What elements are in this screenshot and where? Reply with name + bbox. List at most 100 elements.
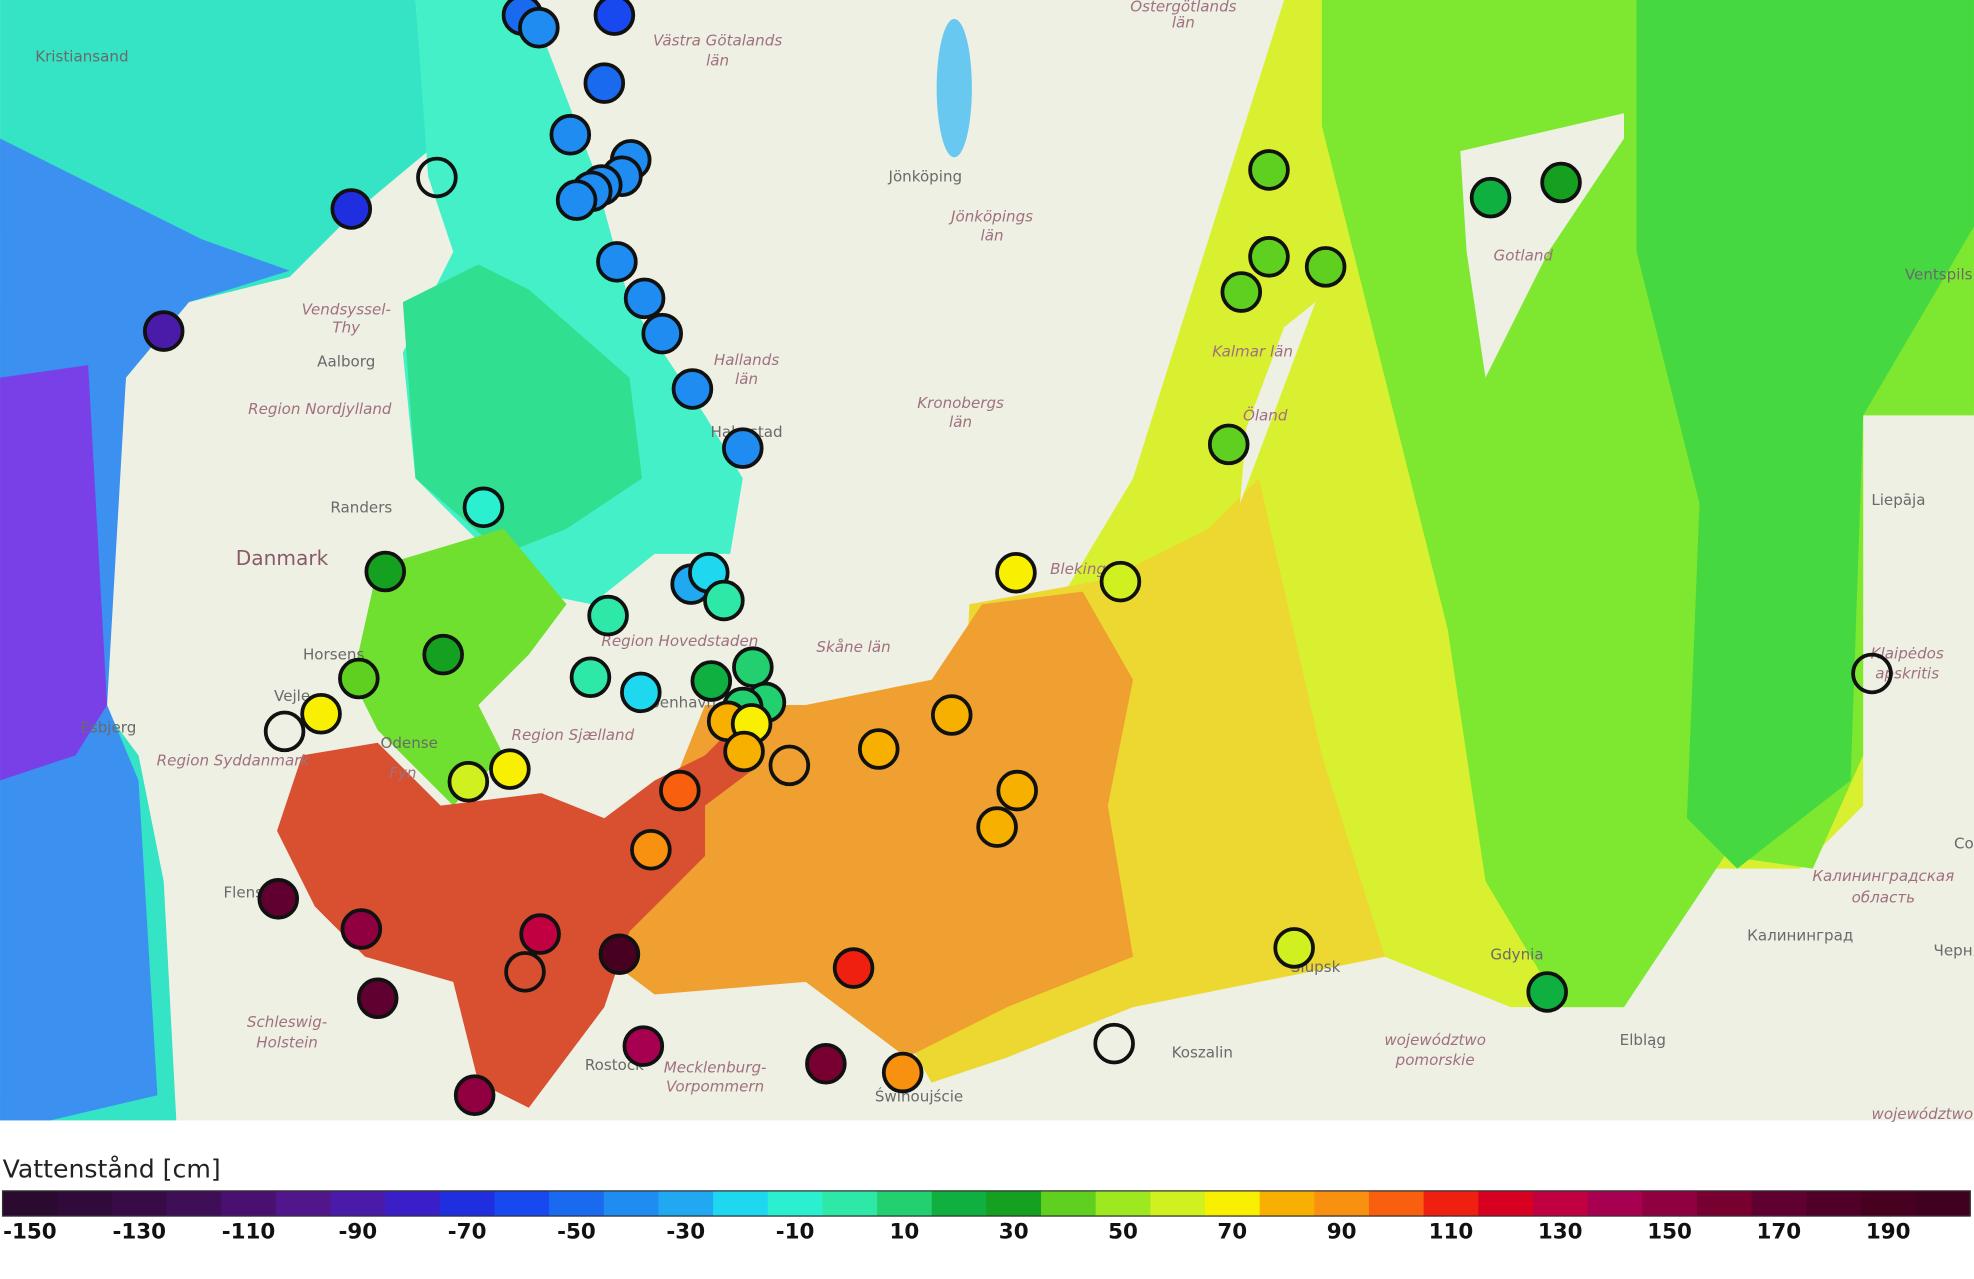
place-label: Skåne län bbox=[816, 638, 890, 656]
lake bbox=[936, 18, 972, 158]
station[interactable] bbox=[555, 179, 598, 221]
station[interactable] bbox=[300, 693, 342, 735]
station[interactable] bbox=[504, 951, 546, 993]
station[interactable] bbox=[518, 6, 560, 49]
station[interactable] bbox=[996, 769, 1038, 812]
place-label: Gdynia bbox=[1490, 945, 1543, 963]
legend-tick-label: 50 bbox=[1108, 1220, 1138, 1245]
place-label: Odense bbox=[380, 734, 437, 752]
station[interactable] bbox=[1207, 423, 1250, 466]
legend-swatch bbox=[221, 1190, 277, 1217]
place-label: Östergötlands bbox=[1130, 0, 1236, 15]
station[interactable] bbox=[857, 728, 900, 770]
legend-swatch bbox=[1532, 1190, 1589, 1217]
legend-tick-label: 10 bbox=[889, 1220, 919, 1245]
legend-title: Vattenstånd [cm] bbox=[3, 1155, 221, 1184]
legend-swatch bbox=[494, 1190, 550, 1217]
station[interactable] bbox=[549, 113, 592, 156]
place-label: län bbox=[949, 413, 972, 431]
station[interactable] bbox=[569, 656, 612, 699]
station[interactable] bbox=[263, 710, 306, 753]
station[interactable] bbox=[453, 1074, 496, 1116]
place-label: pomorskie bbox=[1395, 1051, 1475, 1069]
station[interactable] bbox=[587, 594, 629, 637]
station[interactable] bbox=[1469, 176, 1512, 219]
station[interactable] bbox=[356, 977, 399, 1020]
place-label: Jönköping bbox=[888, 167, 963, 185]
legend-swatch bbox=[822, 1190, 878, 1217]
station[interactable] bbox=[142, 310, 185, 352]
legend-tick-label: 110 bbox=[1429, 1220, 1474, 1245]
station[interactable] bbox=[340, 908, 383, 950]
station[interactable] bbox=[622, 1025, 665, 1067]
place-label: Öland bbox=[1243, 405, 1288, 424]
station[interactable] bbox=[995, 552, 1037, 594]
station[interactable] bbox=[330, 188, 373, 230]
legend-tick-label: -110 bbox=[222, 1220, 276, 1245]
station[interactable] bbox=[447, 760, 490, 803]
station[interactable] bbox=[620, 671, 662, 714]
station[interactable] bbox=[489, 748, 531, 790]
station[interactable] bbox=[583, 62, 626, 104]
legend-tick-label: 170 bbox=[1757, 1220, 1802, 1245]
station[interactable] bbox=[722, 427, 764, 469]
station[interactable] bbox=[596, 241, 638, 283]
station[interactable] bbox=[832, 947, 875, 989]
place-label: Schleswig- bbox=[247, 1013, 327, 1031]
place-label: Vendsyssel- bbox=[302, 301, 391, 319]
station[interactable] bbox=[1248, 149, 1290, 191]
station[interactable] bbox=[623, 277, 666, 320]
place-label: Mecklenburg- bbox=[664, 1059, 767, 1077]
station[interactable] bbox=[1304, 246, 1347, 288]
station[interactable] bbox=[364, 550, 407, 593]
station[interactable] bbox=[1540, 161, 1582, 204]
station[interactable] bbox=[732, 646, 774, 688]
station[interactable] bbox=[1273, 927, 1315, 969]
legend-swatch bbox=[549, 1190, 605, 1217]
sea bbox=[1636, 0, 1974, 869]
station[interactable] bbox=[519, 913, 561, 955]
place-label: Fyn bbox=[389, 764, 416, 782]
station[interactable] bbox=[593, 0, 636, 36]
legend-swatch bbox=[1368, 1190, 1425, 1217]
station[interactable] bbox=[1248, 236, 1290, 278]
legend-swatch bbox=[57, 1190, 113, 1217]
station[interactable] bbox=[257, 878, 300, 920]
place-label: województwo bbox=[1384, 1031, 1486, 1049]
place-label: Region Hovedstaden bbox=[601, 632, 758, 650]
station[interactable] bbox=[630, 828, 672, 871]
station[interactable] bbox=[462, 486, 505, 529]
place-label: Horsens bbox=[303, 646, 365, 664]
station[interactable] bbox=[1099, 560, 1142, 603]
legend-swatch bbox=[1423, 1190, 1479, 1217]
station[interactable] bbox=[690, 660, 733, 702]
station[interactable] bbox=[422, 633, 464, 676]
station[interactable] bbox=[1220, 271, 1263, 313]
station[interactable] bbox=[881, 1051, 924, 1094]
station[interactable] bbox=[930, 694, 973, 736]
legend-swatch bbox=[1314, 1190, 1370, 1217]
legend-swatch bbox=[1259, 1190, 1315, 1217]
place-label: Hallands bbox=[714, 351, 779, 369]
legend-swatch bbox=[439, 1190, 496, 1217]
legend-tick-label: -130 bbox=[112, 1220, 166, 1245]
station[interactable] bbox=[703, 579, 745, 622]
station[interactable] bbox=[416, 156, 458, 199]
station[interactable] bbox=[1526, 971, 1568, 1013]
station[interactable] bbox=[659, 769, 701, 812]
station[interactable] bbox=[671, 368, 714, 410]
station[interactable] bbox=[641, 312, 683, 355]
station[interactable] bbox=[1093, 1022, 1135, 1065]
station[interactable] bbox=[805, 1042, 847, 1085]
legend-swatch bbox=[1751, 1190, 1807, 1217]
station[interactable] bbox=[1851, 652, 1893, 695]
place-label: Gotland bbox=[1494, 247, 1554, 265]
legend-swatch bbox=[767, 1190, 824, 1217]
place-label: Vejle bbox=[274, 687, 310, 705]
station[interactable] bbox=[768, 744, 811, 787]
station[interactable] bbox=[338, 657, 380, 700]
station[interactable] bbox=[598, 933, 641, 975]
station[interactable] bbox=[723, 730, 765, 773]
station[interactable] bbox=[976, 806, 1018, 848]
